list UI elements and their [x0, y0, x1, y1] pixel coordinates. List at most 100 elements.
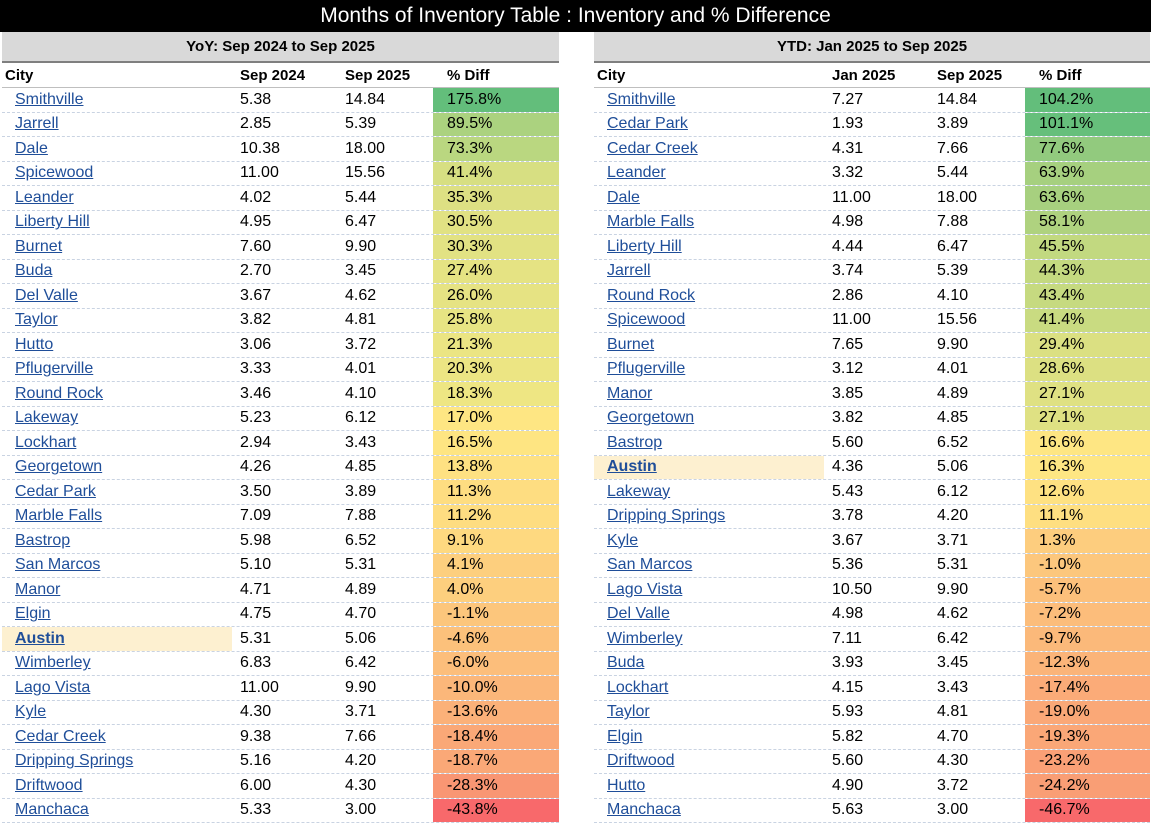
city-link[interactable]: Round Rock	[15, 384, 104, 402]
city-link[interactable]: Smithville	[15, 90, 84, 108]
city-cell: Lakeway	[2, 407, 232, 431]
end-value-cell: 7.66	[937, 139, 969, 157]
pct-diff-cell: 73.3%	[433, 137, 559, 161]
city-link[interactable]: Manchaca	[607, 801, 681, 819]
city-link[interactable]: Del Valle	[607, 605, 670, 623]
city-link[interactable]: Jarrell	[607, 262, 651, 280]
end-value-cell: 5.39	[345, 115, 377, 133]
city-link[interactable]: Dripping Springs	[15, 752, 134, 770]
end-value-cell: 15.56	[345, 164, 386, 182]
city-link[interactable]: Georgetown	[607, 409, 695, 427]
city-link[interactable]: Marble Falls	[607, 213, 695, 231]
city-link[interactable]: Kyle	[607, 531, 639, 549]
city-link[interactable]: Dripping Springs	[607, 507, 726, 525]
city-cell: Austin	[594, 455, 824, 479]
city-link[interactable]: Elgin	[607, 727, 643, 745]
city-link[interactable]: Spicewood	[607, 311, 686, 329]
city-link[interactable]: Spicewood	[15, 164, 94, 182]
table-row: Elgin 4.75 4.70 -1.1%	[2, 602, 559, 627]
column-header-sep-2024: Sep 2024	[240, 66, 306, 84]
pct-diff-cell: -43.8%	[433, 798, 559, 822]
city-link[interactable]: Georgetown	[15, 458, 103, 476]
city-link[interactable]: San Marcos	[607, 556, 693, 574]
city-link[interactable]: San Marcos	[15, 556, 101, 574]
city-link[interactable]: Elgin	[15, 605, 51, 623]
city-link[interactable]: Del Valle	[15, 286, 78, 304]
city-link[interactable]: Lago Vista	[607, 580, 683, 598]
city-link[interactable]: Buda	[607, 654, 645, 672]
pct-diff-cell: 4.1%	[433, 553, 559, 577]
city-link[interactable]: Leander	[607, 164, 666, 182]
city-link[interactable]: Cedar Park	[15, 482, 96, 500]
pct-diff-cell: 104.2%	[1025, 88, 1150, 112]
table-row: Taylor 3.82 4.81 25.8%	[2, 308, 559, 333]
table-row: Smithville 5.38 14.84 175.8%	[2, 88, 559, 113]
pct-diff-cell: 9.1%	[433, 529, 559, 553]
pct-diff-cell: 30.3%	[433, 235, 559, 259]
city-link[interactable]: Austin	[15, 629, 65, 647]
city-link[interactable]: Lago Vista	[15, 678, 91, 696]
city-link[interactable]: Kyle	[15, 703, 47, 721]
city-link[interactable]: Driftwood	[15, 776, 83, 794]
table-row: Cedar Creek 9.38 7.66 -18.4%	[2, 725, 559, 750]
city-link[interactable]: Pflugerville	[15, 360, 94, 378]
end-value-cell: 5.39	[937, 262, 969, 280]
city-link[interactable]: Hutto	[607, 776, 646, 794]
city-link[interactable]: Round Rock	[607, 286, 696, 304]
city-link[interactable]: Lakeway	[15, 409, 79, 427]
city-link[interactable]: Bastrop	[607, 433, 663, 451]
city-link[interactable]: Wimberley	[15, 654, 91, 672]
city-link[interactable]: Hutto	[15, 335, 54, 353]
end-value-cell: 9.90	[937, 335, 969, 353]
city-cell: Cedar Park	[594, 113, 824, 137]
city-link[interactable]: Cedar Park	[607, 115, 688, 133]
city-link[interactable]: Taylor	[15, 311, 58, 329]
table-row: Wimberley 7.11 6.42 -9.7%	[594, 627, 1150, 652]
table-row: Marble Falls 4.98 7.88 58.1%	[594, 210, 1150, 235]
start-value-cell: 3.93	[832, 654, 864, 672]
city-cell: Kyle	[594, 529, 824, 553]
end-value-cell: 9.90	[345, 237, 377, 255]
city-cell: Dale	[594, 186, 824, 210]
city-link[interactable]: Driftwood	[607, 752, 675, 770]
city-link[interactable]: Marble Falls	[15, 507, 103, 525]
start-value-cell: 5.93	[832, 703, 864, 721]
start-value-cell: 2.94	[240, 433, 272, 451]
pct-diff-cell: -23.2%	[1025, 749, 1150, 773]
city-cell: Bastrop	[594, 431, 824, 455]
city-link[interactable]: Dale	[15, 139, 48, 157]
city-link[interactable]: Manor	[15, 580, 61, 598]
city-link[interactable]: Cedar Creek	[607, 139, 698, 157]
city-cell: Pflugerville	[594, 358, 824, 382]
city-link[interactable]: Buda	[15, 262, 53, 280]
end-value-cell: 3.43	[345, 433, 377, 451]
city-link[interactable]: Lockhart	[15, 433, 77, 451]
city-cell: Del Valle	[594, 603, 824, 627]
city-link[interactable]: Cedar Creek	[15, 727, 106, 745]
city-link[interactable]: Smithville	[607, 90, 676, 108]
city-link[interactable]: Burnet	[607, 335, 655, 353]
yoy-column-headers: City Sep 2024 Sep 2025 % Diff	[2, 61, 559, 88]
city-link[interactable]: Lockhart	[607, 678, 669, 696]
city-link[interactable]: Jarrell	[15, 115, 59, 133]
end-value-cell: 4.89	[937, 384, 969, 402]
start-value-cell: 11.00	[832, 188, 871, 206]
city-link[interactable]: Bastrop	[15, 531, 71, 549]
end-value-cell: 5.06	[345, 629, 377, 647]
city-link[interactable]: Lakeway	[607, 482, 671, 500]
city-link[interactable]: Pflugerville	[607, 360, 686, 378]
city-link[interactable]: Liberty Hill	[607, 237, 682, 255]
pct-diff-cell: 26.0%	[433, 284, 559, 308]
city-link[interactable]: Manor	[607, 384, 653, 402]
city-link[interactable]: Burnet	[15, 237, 63, 255]
city-link[interactable]: Liberty Hill	[15, 213, 90, 231]
city-cell: Del Valle	[2, 284, 232, 308]
city-link[interactable]: Leander	[15, 188, 74, 206]
city-link[interactable]: Austin	[607, 458, 657, 476]
city-link[interactable]: Wimberley	[607, 629, 683, 647]
city-link[interactable]: Manchaca	[15, 801, 89, 819]
end-value-cell: 3.00	[937, 801, 969, 819]
pct-diff-cell: -12.3%	[1025, 651, 1150, 675]
city-link[interactable]: Dale	[607, 188, 640, 206]
city-link[interactable]: Taylor	[607, 703, 650, 721]
